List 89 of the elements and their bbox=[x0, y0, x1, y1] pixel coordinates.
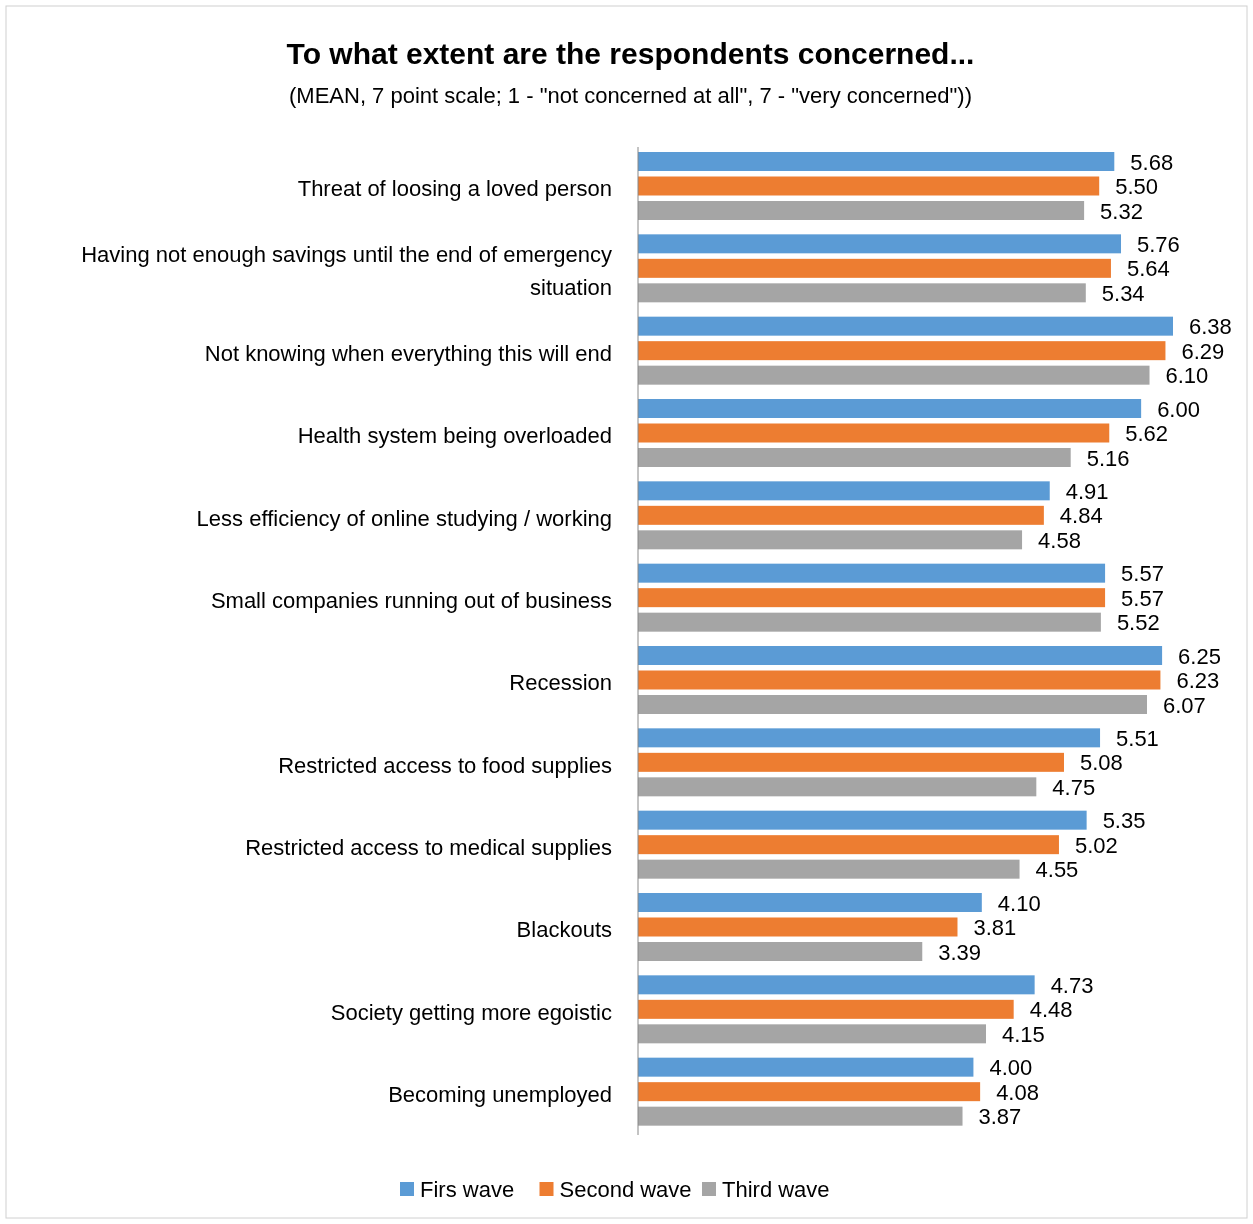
data-label: 4.75 bbox=[1052, 774, 1096, 800]
y-tick-label: Recession bbox=[509, 670, 612, 696]
bar bbox=[638, 646, 1163, 665]
data-label: 3.87 bbox=[978, 1104, 1022, 1130]
bar bbox=[638, 316, 1173, 336]
bar bbox=[638, 365, 1150, 385]
data-label: 5.64 bbox=[1126, 256, 1170, 282]
legend-label: Third wave bbox=[722, 1177, 830, 1202]
data-label: 5.62 bbox=[1125, 421, 1169, 446]
data-label: 4.08 bbox=[996, 1079, 1039, 1105]
data-label: 4.84 bbox=[1059, 503, 1103, 529]
bar bbox=[638, 258, 1111, 278]
y-tick-label: Threat of loosing a loved person bbox=[297, 176, 612, 202]
bar bbox=[638, 835, 1059, 855]
bar bbox=[638, 670, 1161, 690]
bar bbox=[638, 152, 1115, 171]
data-label: 5.51 bbox=[1116, 725, 1159, 751]
bar bbox=[638, 176, 1100, 196]
bar bbox=[638, 563, 1106, 583]
bar bbox=[638, 999, 1014, 1019]
data-label: 5.16 bbox=[1086, 445, 1130, 471]
bar bbox=[638, 505, 1044, 525]
bar bbox=[638, 423, 1110, 443]
y-tick-label: Restricted access to food supplies bbox=[278, 752, 612, 778]
y-tick-label: Less efficiency of online studying / working bbox=[196, 505, 612, 531]
chart-subtitle: (MEAN, 7 point scale; 1 - "not concerned at all", 7 - "very concerned")) bbox=[289, 83, 972, 108]
bar bbox=[638, 1106, 963, 1126]
data-label: 6.00 bbox=[1157, 396, 1200, 422]
y-tick-label: Society getting more egoistic bbox=[330, 999, 612, 1025]
bar bbox=[638, 975, 1035, 995]
bar bbox=[638, 1082, 981, 1102]
y-tick-label: Health system being overloaded bbox=[297, 423, 612, 449]
bar bbox=[638, 283, 1086, 303]
data-label: 5.32 bbox=[1100, 198, 1143, 224]
data-label: 5.76 bbox=[1137, 231, 1180, 257]
data-label: 5.57 bbox=[1121, 561, 1164, 587]
bar bbox=[638, 399, 1142, 418]
data-label: 6.07 bbox=[1163, 692, 1206, 718]
y-tick-label: Not knowing when everything this will end bbox=[204, 340, 612, 366]
data-label: 5.52 bbox=[1116, 610, 1160, 636]
bar bbox=[638, 728, 1101, 748]
chart-title: To what extent are the respondents concerned... bbox=[286, 37, 975, 70]
bar bbox=[638, 695, 1148, 714]
data-label: 5.34 bbox=[1101, 280, 1145, 306]
bar bbox=[638, 752, 1064, 772]
bar bbox=[638, 1024, 986, 1044]
bar bbox=[638, 810, 1087, 830]
data-label: 5.35 bbox=[1102, 808, 1146, 834]
data-label: 3.39 bbox=[938, 939, 982, 965]
data-label: 4.58 bbox=[1038, 527, 1081, 553]
y-tick-label: Blackouts bbox=[516, 917, 612, 943]
legend-label: Second wave bbox=[559, 1177, 692, 1202]
bar bbox=[638, 859, 1020, 879]
data-label: 6.25 bbox=[1178, 643, 1221, 669]
data-label: 4.15 bbox=[1002, 1021, 1045, 1047]
bar bbox=[638, 588, 1106, 608]
bar bbox=[638, 201, 1085, 220]
bar bbox=[638, 448, 1071, 467]
data-label: 3.81 bbox=[973, 915, 1017, 940]
data-label: 5.02 bbox=[1074, 832, 1118, 858]
data-label: 4.73 bbox=[1050, 972, 1094, 998]
bar bbox=[638, 612, 1101, 632]
data-label: 6.10 bbox=[1165, 363, 1209, 389]
legend-label: Firs wave bbox=[420, 1177, 515, 1202]
bar bbox=[638, 481, 1050, 501]
data-label: 6.38 bbox=[1189, 314, 1232, 340]
data-label: 4.00 bbox=[989, 1055, 1033, 1081]
data-label: 5.57 bbox=[1121, 585, 1164, 611]
data-label: 5.08 bbox=[1079, 750, 1123, 776]
y-tick-label: Having not enough savings until the end of emergency situation bbox=[81, 242, 612, 300]
bar bbox=[638, 234, 1122, 254]
bar bbox=[638, 777, 1037, 797]
data-label: 4.91 bbox=[1065, 478, 1109, 504]
y-tick-label: Becoming unemployed bbox=[388, 1081, 612, 1107]
bar bbox=[638, 893, 982, 912]
bar bbox=[638, 1057, 974, 1077]
bar bbox=[638, 341, 1166, 361]
bar bbox=[638, 530, 1023, 550]
data-label: 4.48 bbox=[1029, 997, 1073, 1023]
y-tick-label: Restricted access to medical supplies bbox=[245, 834, 612, 860]
data-label: 5.50 bbox=[1115, 174, 1159, 199]
bar bbox=[638, 917, 958, 937]
data-label: 6.29 bbox=[1181, 338, 1225, 364]
y-tick-label: Small companies running out of business bbox=[210, 587, 612, 613]
data-label: 4.10 bbox=[997, 890, 1041, 916]
data-label: 4.55 bbox=[1035, 857, 1079, 883]
data-label: 5.68 bbox=[1130, 149, 1174, 175]
data-label: 6.23 bbox=[1176, 668, 1220, 693]
bar bbox=[638, 942, 923, 961]
